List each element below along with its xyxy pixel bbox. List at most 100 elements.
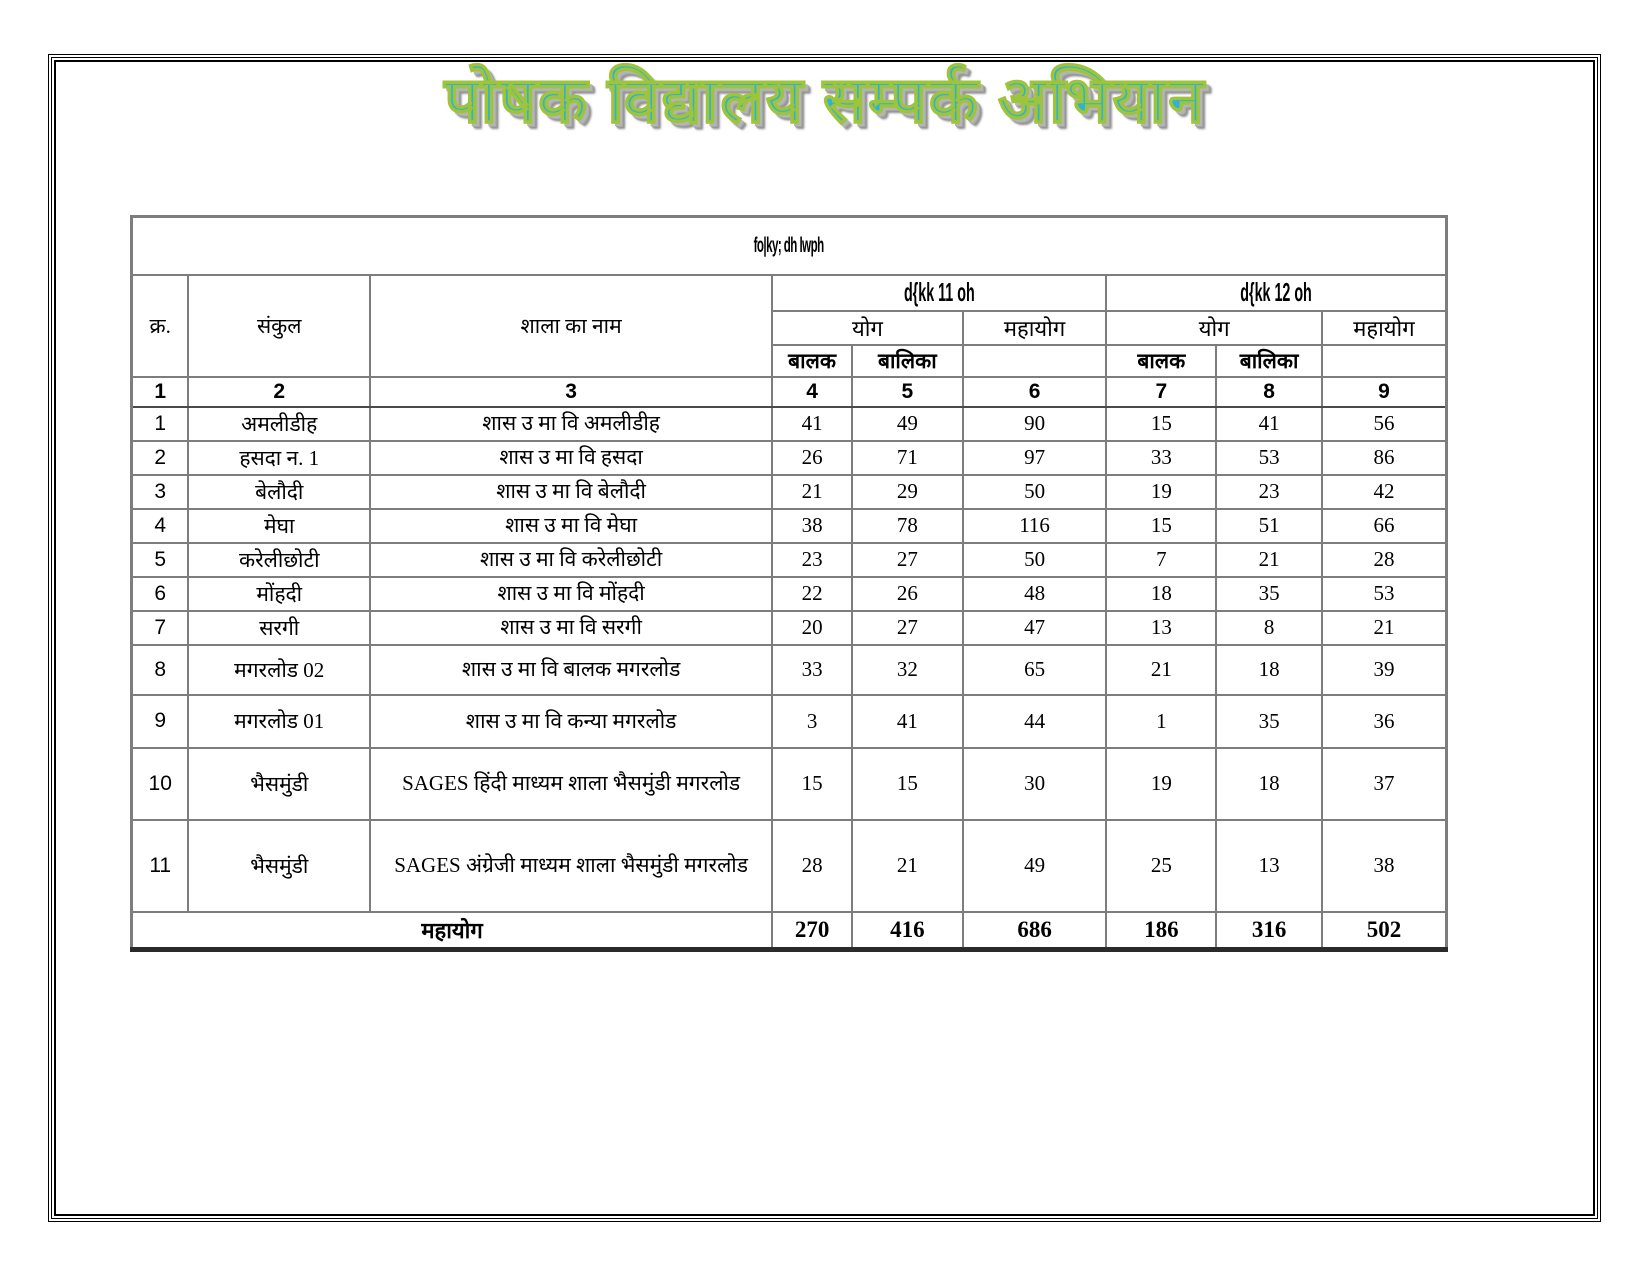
cell-cluster: मोंहदी: [187, 575, 372, 612]
cell-count: 41: [850, 693, 964, 749]
header-yog-11: योग: [771, 309, 964, 346]
header-class12-text: d{kk 12 oh: [1240, 277, 1312, 307]
table-row: 7 सरगी शास उ मा वि सरगी 20 27 47 13 8 21: [130, 609, 1448, 646]
cell-count: 33: [1105, 439, 1218, 476]
cell-count: 18: [1215, 643, 1323, 696]
cell-count: 39: [1320, 643, 1448, 696]
cell-serial: 11: [130, 818, 190, 913]
table-row: 2 हसदा न. 1 शास उ मा वि हसदा 26 71 97 33 53 86: [130, 439, 1448, 476]
cell-count: 90: [961, 405, 1108, 442]
table-row: 1 अमलीडीह शास उ मा वि अमलीडीह 41 49 90 15 41 56: [130, 405, 1448, 442]
cell-school-name: SAGES अंग्रेजी माध्यम शाला भैसमुंडी मगरल…: [369, 818, 774, 913]
cell-count: 20: [771, 609, 853, 646]
page-border-frame: [48, 54, 1601, 1222]
cell-count: 1: [1105, 693, 1218, 749]
cell-count: 18: [1215, 746, 1323, 821]
cell-count: 35: [1215, 575, 1323, 612]
cell-school-name: शास उ मा वि मेघा: [369, 507, 774, 544]
col-number: 9: [1320, 375, 1448, 408]
cell-count: 44: [961, 693, 1108, 749]
cell-school-name: SAGES हिंदी माध्यम शाला भैसमुंडी मगरलोड: [369, 746, 774, 821]
cell-count: 41: [1215, 405, 1323, 442]
cell-count: 21: [771, 473, 853, 510]
cell-count: 21: [1215, 541, 1323, 578]
col-number: 3: [369, 375, 774, 408]
cell-count: 51: [1215, 507, 1323, 544]
header-mahayog-12: महायोग: [1320, 309, 1448, 346]
cell-count: 53: [1215, 439, 1323, 476]
cell-count: 48: [961, 575, 1108, 612]
cell-serial: 9: [130, 693, 190, 749]
cell-count: 28: [771, 818, 853, 913]
cell-count: 66: [1320, 507, 1448, 544]
cell-count: 71: [850, 439, 964, 476]
cell-count: 33: [771, 643, 853, 696]
cell-school-name: शास उ मा वि हसदा: [369, 439, 774, 476]
cell-count: 49: [961, 818, 1108, 913]
cell-count: 15: [771, 746, 853, 821]
cell-count: 19: [1105, 746, 1218, 821]
header-class11-text: d{kk 11 oh: [903, 277, 975, 307]
cell-count: 27: [850, 541, 964, 578]
col-number: 1: [130, 375, 190, 408]
table-row: 4 मेघा शास उ मा वि मेघा 38 78 116 15 51 66: [130, 507, 1448, 544]
cell-school-name: शास उ मा वि बेलौदी: [369, 473, 774, 510]
cell-serial: 4: [130, 507, 190, 544]
table-row: 8 मगरलोड 02 शास उ मा वि बालक मगरलोड 33 32 65 2…: [130, 643, 1448, 696]
cell-school-name: शास उ मा वि मोंहदी: [369, 575, 774, 612]
cell-cluster: सरगी: [187, 609, 372, 646]
cell-count: 13: [1215, 818, 1323, 913]
cell-count: 41: [771, 405, 853, 442]
cell-count: 38: [771, 507, 853, 544]
cell-count: 42: [1320, 473, 1448, 510]
cell-school-name: शास उ मा वि अमलीडीह: [369, 405, 774, 442]
cell-cluster: भैसमुंडी: [187, 818, 372, 913]
cell-count: 35: [1215, 693, 1323, 749]
cell-serial: 3: [130, 473, 190, 510]
page-border-frame-inner: [54, 60, 1595, 1216]
cell-count: 25: [1105, 818, 1218, 913]
cell-school-name: शास उ मा वि करेलीछोटी: [369, 541, 774, 578]
table-row: 10 भैसमुंडी SAGES हिंदी माध्यम शाला भैसमुं…: [130, 746, 1448, 821]
col-number: 5: [850, 375, 964, 408]
empty-cell: [1320, 343, 1448, 378]
document-title-wordart: पोषक विद्यालय सम्पर्क अभियान: [443, 64, 1206, 136]
cell-school-name: शास उ मा वि बालक मगरलोड: [369, 643, 774, 696]
cell-cluster: अमलीडीह: [187, 405, 372, 442]
header-class11: d{kk 11 oh: [771, 273, 1108, 312]
cell-count: 36: [1320, 693, 1448, 749]
grand-total-label: महायोग: [130, 910, 774, 952]
cell-count: 26: [771, 439, 853, 476]
grand-total-value: 316: [1215, 910, 1323, 952]
cell-serial: 10: [130, 746, 190, 821]
empty-cell: [961, 343, 1108, 378]
cell-cluster: भैसमुंडी: [187, 746, 372, 821]
cell-count: 7: [1105, 541, 1218, 578]
cell-serial: 7: [130, 609, 190, 646]
col-number: 2: [187, 375, 372, 408]
cell-count: 49: [850, 405, 964, 442]
school-table: fo|ky; dh lwph क्र. संकुल शाला का नाम d{…: [130, 215, 1448, 952]
cell-count: 50: [961, 541, 1108, 578]
cell-serial: 5: [130, 541, 190, 578]
cell-count: 86: [1320, 439, 1448, 476]
table-row: 11 भैसमुंडी SAGES अंग्रेजी माध्यम शाला भैस…: [130, 818, 1448, 913]
grand-total-value: 270: [771, 910, 853, 952]
header-balak-11: बालक: [771, 343, 853, 378]
page-border-frame-middle: [51, 57, 1598, 1219]
cell-count: 97: [961, 439, 1108, 476]
cell-count: 13: [1105, 609, 1218, 646]
col-number: 4: [771, 375, 853, 408]
cell-cluster: करेलीछोटी: [187, 541, 372, 578]
grand-total-value: 686: [961, 910, 1108, 952]
header-balak-12: बालक: [1105, 343, 1218, 378]
header-mahayog-11: महायोग: [961, 309, 1108, 346]
cell-cluster: मगरलोड 01: [187, 693, 372, 749]
cell-cluster: हसदा न. 1: [187, 439, 372, 476]
cell-cluster: मेघा: [187, 507, 372, 544]
cell-school-name: शास उ मा वि कन्या मगरलोड: [369, 693, 774, 749]
cell-count: 18: [1105, 575, 1218, 612]
table-row: 6 मोंहदी शास उ मा वि मोंहदी 22 26 48 18 35 53: [130, 575, 1448, 612]
cell-count: 26: [850, 575, 964, 612]
header-balika-12: बालिका: [1215, 343, 1323, 378]
